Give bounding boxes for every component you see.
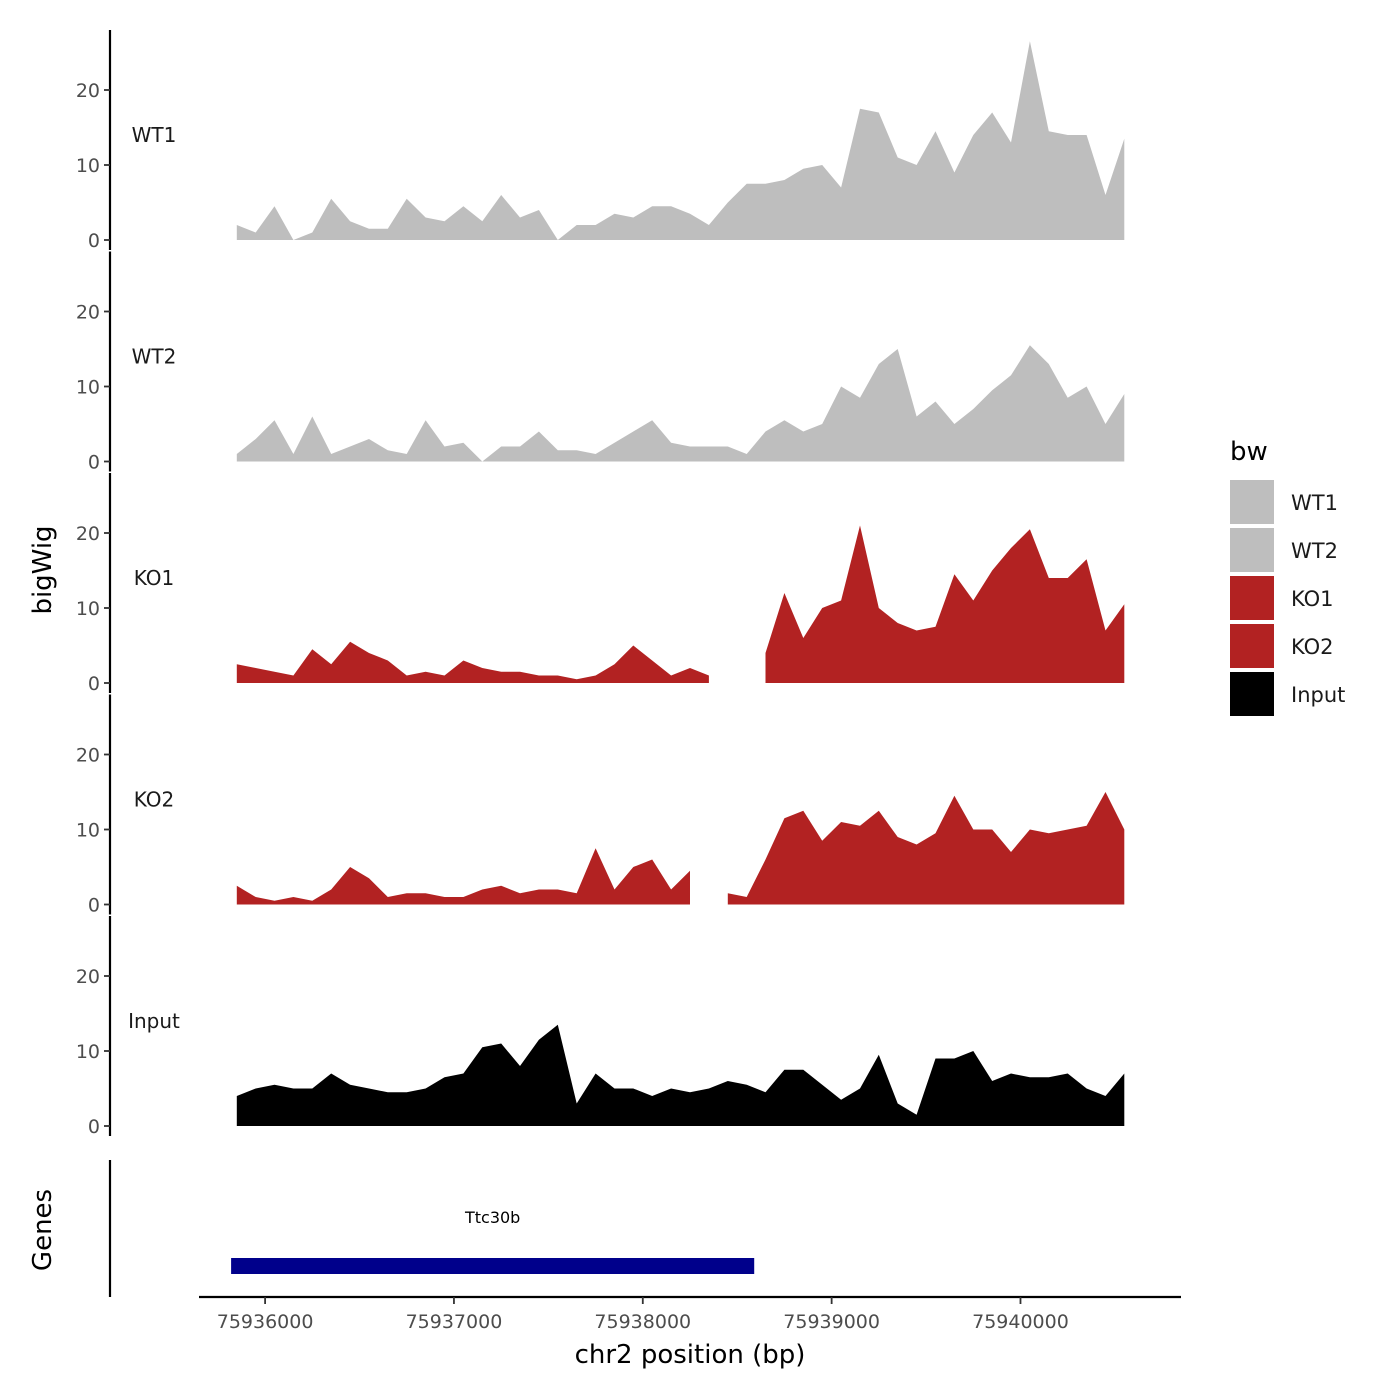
y-tick-label: 10: [76, 377, 100, 399]
legend-key-input: [1230, 672, 1274, 716]
y-tick-label: 0: [88, 673, 100, 695]
y-tick-label: 0: [88, 1116, 100, 1138]
x-tick-label: 75939000: [783, 1311, 880, 1333]
area-input: [236, 1024, 1125, 1126]
x-axis: 75936000 75937000 75938000 75939000 75940000: [199, 1295, 1181, 1333]
y-tick-label: 10: [76, 1041, 100, 1063]
facet-panel-wt2: 0 10 20 WT2: [76, 251, 1125, 474]
y-tick-label: 0: [88, 452, 100, 474]
facet-label-input: Input: [128, 1009, 180, 1033]
y-tick-label: 0: [88, 230, 100, 252]
legend-label-wt1: WT1: [1291, 491, 1338, 515]
gene-bar: [231, 1258, 755, 1274]
facet-label-ko2: KO2: [134, 788, 175, 812]
area-ko2: [727, 792, 1125, 905]
area-ko1: [236, 641, 709, 683]
y-tick-label: 20: [76, 302, 100, 324]
legend-key-wt2: [1230, 528, 1274, 572]
facet-label-ko1: KO1: [134, 566, 175, 590]
facet-panels: 0 10 20 WT1 0 10 20 WT2 0 10 20 KO1 0 10 20 KO2 0 10 20 Inp…: [76, 30, 1125, 1138]
y-tick-label: 20: [76, 523, 100, 545]
x-axis-title: chr2 position (bp): [575, 1340, 806, 1370]
genes-axis-title: Genes: [28, 1189, 58, 1271]
y-tick-label: 20: [76, 80, 100, 102]
x-tick-label: 75936000: [217, 1311, 314, 1333]
area-wt1: [236, 41, 1125, 240]
legend-title: bw: [1230, 437, 1268, 467]
area-ko2: [236, 848, 691, 905]
facet-panel-wt1: 0 10 20 WT1: [76, 30, 1125, 252]
legend-label-ko2: KO2: [1291, 635, 1334, 659]
legend-label-ko1: KO1: [1291, 587, 1334, 611]
y-tick-label: 10: [76, 155, 100, 177]
y-axis-title: bigWig: [28, 525, 58, 614]
legend-key-ko1: [1230, 576, 1274, 620]
facet-label-wt1: WT1: [132, 123, 177, 147]
x-tick-label: 75940000: [972, 1311, 1069, 1333]
y-tick-label: 20: [76, 966, 100, 988]
y-tick-label: 10: [76, 820, 100, 842]
y-tick-label: 0: [88, 895, 100, 917]
x-tick-label: 75938000: [594, 1311, 691, 1333]
y-tick-label: 10: [76, 598, 100, 620]
legend-label-input: Input: [1291, 683, 1345, 707]
facet-panel-ko1: 0 10 20 KO1: [76, 473, 1125, 695]
area-ko1: [765, 525, 1125, 683]
facet-panel-input: 0 10 20 Input: [76, 916, 1125, 1138]
gene-label: Ttc30b: [464, 1208, 520, 1227]
area-wt2: [236, 345, 1125, 462]
legend: bw WT1 WT2 KO1 KO2 Input: [1230, 437, 1345, 716]
legend-key-ko2: [1230, 624, 1274, 668]
y-tick-label: 20: [76, 745, 100, 767]
x-tick-label: 75937000: [406, 1311, 503, 1333]
legend-label-wt2: WT2: [1291, 539, 1338, 563]
facet-panel-ko2: 0 10 20 KO2: [76, 694, 1125, 917]
facet-label-wt2: WT2: [132, 345, 177, 369]
genes-panel: Ttc30b: [108, 1160, 755, 1297]
legend-key-wt1: [1230, 480, 1274, 524]
